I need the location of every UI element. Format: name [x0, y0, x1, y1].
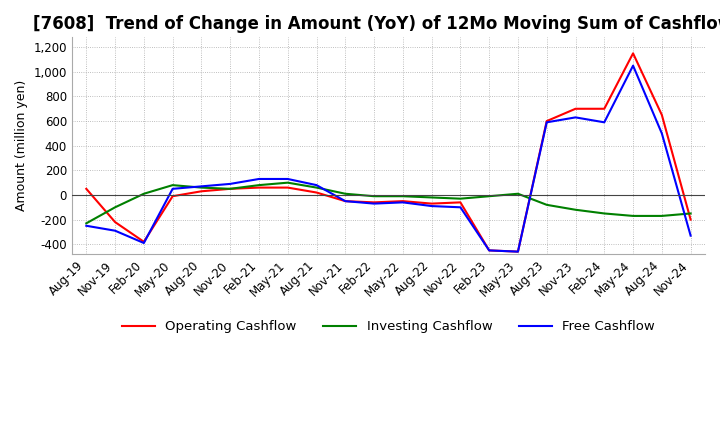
Y-axis label: Amount (million yen): Amount (million yen): [15, 80, 28, 211]
Free Cashflow: [370, 201, 379, 206]
Free Cashflow: [485, 248, 493, 253]
Investing Cashflow: [600, 211, 608, 216]
Operating Cashflow: [686, 217, 695, 222]
Operating Cashflow: [542, 118, 551, 124]
Free Cashflow: [284, 176, 292, 182]
Investing Cashflow: [226, 186, 235, 191]
Operating Cashflow: [168, 194, 177, 199]
Investing Cashflow: [341, 191, 350, 196]
Free Cashflow: [513, 249, 522, 254]
Free Cashflow: [341, 198, 350, 204]
Investing Cashflow: [82, 221, 91, 226]
Investing Cashflow: [255, 183, 264, 188]
Operating Cashflow: [657, 112, 666, 117]
Operating Cashflow: [456, 200, 464, 205]
Operating Cashflow: [226, 186, 235, 191]
Line: Free Cashflow: Free Cashflow: [86, 66, 690, 252]
Operating Cashflow: [571, 106, 580, 111]
Operating Cashflow: [82, 186, 91, 191]
Operating Cashflow: [399, 198, 408, 204]
Free Cashflow: [312, 183, 321, 188]
Investing Cashflow: [370, 194, 379, 199]
Investing Cashflow: [197, 185, 206, 190]
Investing Cashflow: [686, 211, 695, 216]
Investing Cashflow: [571, 207, 580, 213]
Investing Cashflow: [399, 194, 408, 199]
Free Cashflow: [456, 205, 464, 210]
Operating Cashflow: [600, 106, 608, 111]
Investing Cashflow: [657, 213, 666, 219]
Title: [7608]  Trend of Change in Amount (YoY) of 12Mo Moving Sum of Cashflows: [7608] Trend of Change in Amount (YoY) o…: [33, 15, 720, 33]
Operating Cashflow: [341, 198, 350, 204]
Investing Cashflow: [140, 191, 148, 196]
Free Cashflow: [600, 120, 608, 125]
Operating Cashflow: [427, 201, 436, 206]
Investing Cashflow: [629, 213, 637, 219]
Operating Cashflow: [197, 189, 206, 194]
Investing Cashflow: [312, 185, 321, 190]
Legend: Operating Cashflow, Investing Cashflow, Free Cashflow: Operating Cashflow, Investing Cashflow, …: [117, 315, 660, 338]
Free Cashflow: [111, 228, 120, 233]
Free Cashflow: [168, 186, 177, 191]
Free Cashflow: [226, 181, 235, 187]
Free Cashflow: [427, 203, 436, 209]
Operating Cashflow: [629, 51, 637, 56]
Operating Cashflow: [513, 249, 522, 254]
Free Cashflow: [686, 233, 695, 238]
Investing Cashflow: [284, 180, 292, 185]
Investing Cashflow: [111, 205, 120, 210]
Free Cashflow: [82, 223, 91, 228]
Free Cashflow: [657, 131, 666, 136]
Investing Cashflow: [513, 191, 522, 196]
Operating Cashflow: [284, 185, 292, 190]
Free Cashflow: [197, 184, 206, 189]
Free Cashflow: [140, 240, 148, 246]
Investing Cashflow: [168, 183, 177, 188]
Operating Cashflow: [111, 220, 120, 225]
Free Cashflow: [629, 63, 637, 68]
Investing Cashflow: [456, 196, 464, 202]
Operating Cashflow: [485, 248, 493, 253]
Operating Cashflow: [255, 185, 264, 190]
Operating Cashflow: [312, 190, 321, 195]
Operating Cashflow: [370, 200, 379, 205]
Investing Cashflow: [485, 194, 493, 199]
Investing Cashflow: [542, 202, 551, 208]
Line: Investing Cashflow: Investing Cashflow: [86, 183, 690, 224]
Line: Operating Cashflow: Operating Cashflow: [86, 53, 690, 252]
Free Cashflow: [542, 120, 551, 125]
Free Cashflow: [399, 200, 408, 205]
Operating Cashflow: [140, 239, 148, 245]
Investing Cashflow: [427, 195, 436, 200]
Free Cashflow: [255, 176, 264, 182]
Free Cashflow: [571, 115, 580, 120]
